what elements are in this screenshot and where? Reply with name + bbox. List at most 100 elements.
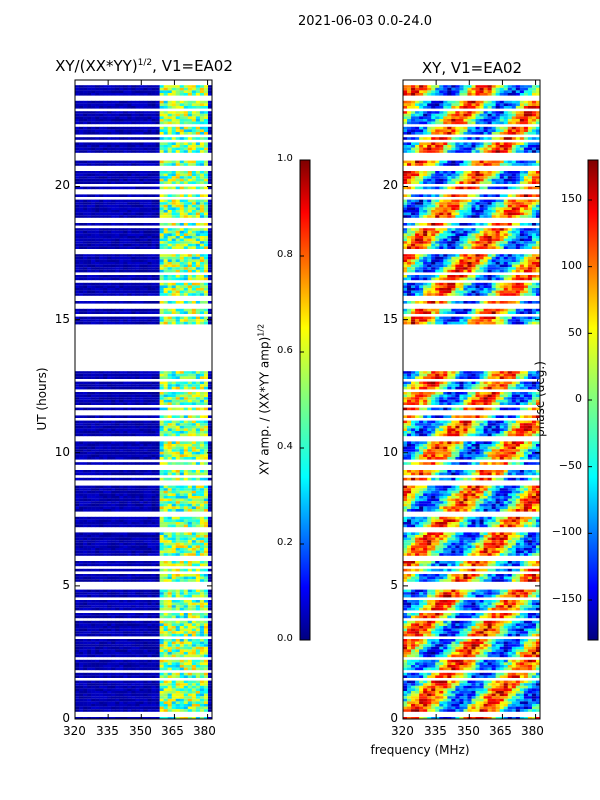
- amplitude-cell: [139, 160, 144, 164]
- amplitude-cell: [199, 145, 205, 148]
- amplitude-cell: [179, 236, 185, 239]
- amplitude-cell: [187, 457, 193, 460]
- amplitude-cell: [151, 602, 156, 606]
- amplitude-cell: [123, 493, 128, 496]
- amplitude-cell: [195, 150, 201, 153]
- amplitude-cell: [139, 589, 144, 593]
- amplitude-cell: [103, 607, 108, 611]
- amplitude-cell: [147, 85, 152, 88]
- amplitude-cell: [103, 194, 108, 197]
- amplitude-cell: [79, 236, 84, 239]
- amplitude-cell: [159, 519, 164, 522]
- amplitude-cell: [147, 392, 152, 395]
- amplitude-cell: [187, 373, 193, 377]
- amplitude-cell: [171, 160, 177, 164]
- amplitude-cell: [171, 241, 177, 244]
- amplitude-cell: [103, 446, 108, 450]
- amplitude-cell: [203, 285, 209, 288]
- amplitude-cell: [163, 269, 168, 273]
- amplitude-cell: [159, 238, 164, 242]
- amplitude-cell: [199, 649, 205, 652]
- amplitude-cell: [131, 545, 136, 548]
- amplitude-cell: [203, 498, 209, 502]
- amplitude-cell: [99, 202, 104, 205]
- amplitude-cell: [87, 394, 92, 398]
- amplitude-cell: [167, 633, 173, 637]
- amplitude-cell: [151, 275, 156, 278]
- amplitude-cell: [135, 384, 140, 387]
- amplitude-cell: [155, 137, 160, 140]
- amplitude-cell: [171, 519, 177, 522]
- amplitude-cell: [95, 85, 100, 88]
- amplitude-cell: [95, 223, 100, 226]
- amplitude-cell: [75, 613, 80, 616]
- amplitude-cell: [79, 420, 84, 424]
- amplitude-cell: [207, 293, 212, 296]
- amplitude-cell: [91, 444, 96, 447]
- amplitude-cell: [191, 178, 197, 182]
- amplitude-cell: [99, 462, 104, 465]
- amplitude-cell: [107, 652, 112, 655]
- amplitude-cell: [207, 113, 212, 117]
- amplitude-cell: [83, 194, 88, 197]
- amplitude-cell: [111, 561, 116, 564]
- amplitude-cell: [163, 238, 168, 242]
- amplitude-cell: [151, 100, 156, 104]
- amplitude-cell: [135, 129, 140, 132]
- amplitude-cell: [143, 550, 148, 554]
- amplitude-cell: [195, 113, 201, 117]
- amplitude-cell: [111, 147, 116, 151]
- amplitude-cell: [203, 550, 209, 554]
- amplitude-cell: [87, 386, 92, 390]
- amplitude-cell: [151, 626, 156, 629]
- amplitude-cell: [195, 381, 201, 385]
- amplitude-cell: [83, 600, 88, 603]
- amplitude-cell: [159, 269, 164, 273]
- amplitude-cell: [187, 493, 193, 496]
- amplitude-cell: [103, 228, 108, 231]
- amplitude-cell: [159, 431, 164, 434]
- amplitude-cell: [79, 415, 84, 418]
- amplitude-cell: [79, 535, 84, 538]
- amplitude-cell: [107, 311, 112, 314]
- amplitude-cell: [207, 145, 212, 148]
- amplitude-cell: [183, 238, 189, 242]
- amplitude-cell: [183, 262, 189, 265]
- amplitude-cell: [163, 446, 168, 450]
- amplitude-cell: [163, 311, 168, 314]
- amplitude-cell: [83, 532, 88, 535]
- amplitude-cell: [119, 631, 124, 634]
- amplitude-cell: [123, 285, 128, 288]
- amplitude-cell: [187, 550, 193, 554]
- amplitude-cell: [151, 646, 156, 650]
- amplitude-cell: [119, 100, 124, 104]
- amplitude-cell: [163, 540, 168, 543]
- amplitude-cell: [179, 503, 185, 507]
- amplitude-cell: [131, 639, 136, 642]
- amplitude-cell: [123, 402, 128, 405]
- amplitude-cell: [95, 415, 100, 418]
- amplitude-cell: [187, 420, 193, 424]
- amplitude-cell: [99, 129, 104, 132]
- amplitude-cell: [163, 142, 168, 145]
- amplitude-cell: [151, 176, 156, 179]
- amplitude-cell: [191, 173, 197, 177]
- amplitude-cell: [199, 126, 205, 130]
- amplitude-cell: [107, 207, 112, 210]
- p1-xtick-335: 335: [96, 724, 119, 738]
- amplitude-cell: [75, 545, 80, 548]
- amplitude-cell: [179, 321, 185, 325]
- amplitude-cell: [75, 147, 80, 151]
- amplitude-cell: [167, 540, 173, 543]
- amplitude-cell: [115, 522, 120, 525]
- amplitude-cell: [99, 496, 104, 499]
- amplitude-cell: [167, 392, 173, 395]
- amplitude-cell: [187, 121, 193, 125]
- amplitude-cell: [75, 194, 80, 197]
- amplitude-cell: [163, 615, 168, 619]
- amplitude-cell: [143, 93, 148, 96]
- amplitude-cell: [171, 85, 177, 88]
- amplitude-cell: [83, 644, 88, 647]
- amplitude-cell: [207, 568, 212, 572]
- amplitude-cell: [179, 545, 185, 548]
